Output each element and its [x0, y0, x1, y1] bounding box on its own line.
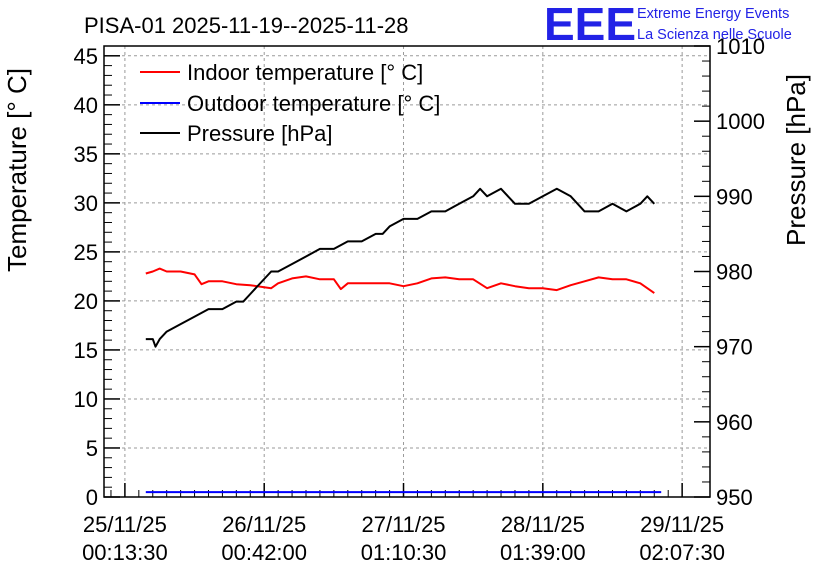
right-tick-label: 1000: [716, 109, 765, 134]
x-tick-date: 27/11/25: [362, 512, 446, 537]
x-tick-time: 02:07:30: [639, 540, 725, 565]
series-line-0: [145, 267, 655, 294]
left-tick-label: 30: [74, 191, 98, 216]
left-tick-label: 25: [74, 240, 98, 265]
left-tick-label: 40: [74, 93, 98, 118]
y-axis-right-title: Pressure [hPa]: [781, 74, 811, 246]
left-tick-label: 10: [74, 387, 98, 412]
left-tick-label: 15: [74, 338, 98, 363]
eee-logo: EEE Extreme Energy Events La Scienza nel…: [544, 0, 792, 50]
right-tick-label: 990: [716, 184, 753, 209]
right-tick-label: 980: [716, 260, 753, 285]
legend-label-indoor: Indoor temperature [° C]: [187, 60, 423, 85]
legend-label-pressure: Pressure [hPa]: [187, 121, 333, 146]
right-tick-label: 1010: [716, 34, 765, 59]
right-tick-label: 970: [716, 335, 753, 360]
right-tick-label: 960: [716, 410, 753, 435]
left-tick-label: 45: [74, 44, 98, 69]
left-tick-label: 5: [86, 436, 98, 461]
x-tick-date: 25/11/25: [83, 512, 167, 537]
legend-label-outdoor: Outdoor temperature [° C]: [187, 91, 440, 116]
logo-line-1: Extreme Energy Events: [637, 6, 789, 22]
x-tick-date: 29/11/25: [640, 512, 724, 537]
series-line-2: [145, 187, 656, 348]
chart-title: PISA-01 2025-11-19--2025-11-28: [84, 13, 409, 38]
series-layer: [145, 187, 662, 494]
left-tick-label: 0: [86, 485, 98, 510]
right-tick-label: 950: [716, 485, 753, 510]
logo-mark: EEE: [544, 0, 636, 50]
y-axis-left-title: Temperature [° C]: [2, 68, 32, 272]
left-tick-label: 35: [74, 142, 98, 167]
x-tick-date: 28/11/25: [501, 512, 585, 537]
grid: [104, 46, 710, 497]
x-tick-date: 26/11/25: [222, 512, 306, 537]
x-tick-time: 00:13:30: [82, 540, 168, 565]
logo-line-2: La Scienza nelle Scuole: [637, 27, 792, 43]
x-tick-time: 01:39:00: [500, 540, 586, 565]
x-tick-time: 00:42:00: [221, 540, 307, 565]
x-tick-time: 01:10:30: [361, 540, 447, 565]
legend: Indoor temperature [° C] Outdoor tempera…: [140, 60, 440, 146]
left-tick-label: 20: [74, 289, 98, 314]
